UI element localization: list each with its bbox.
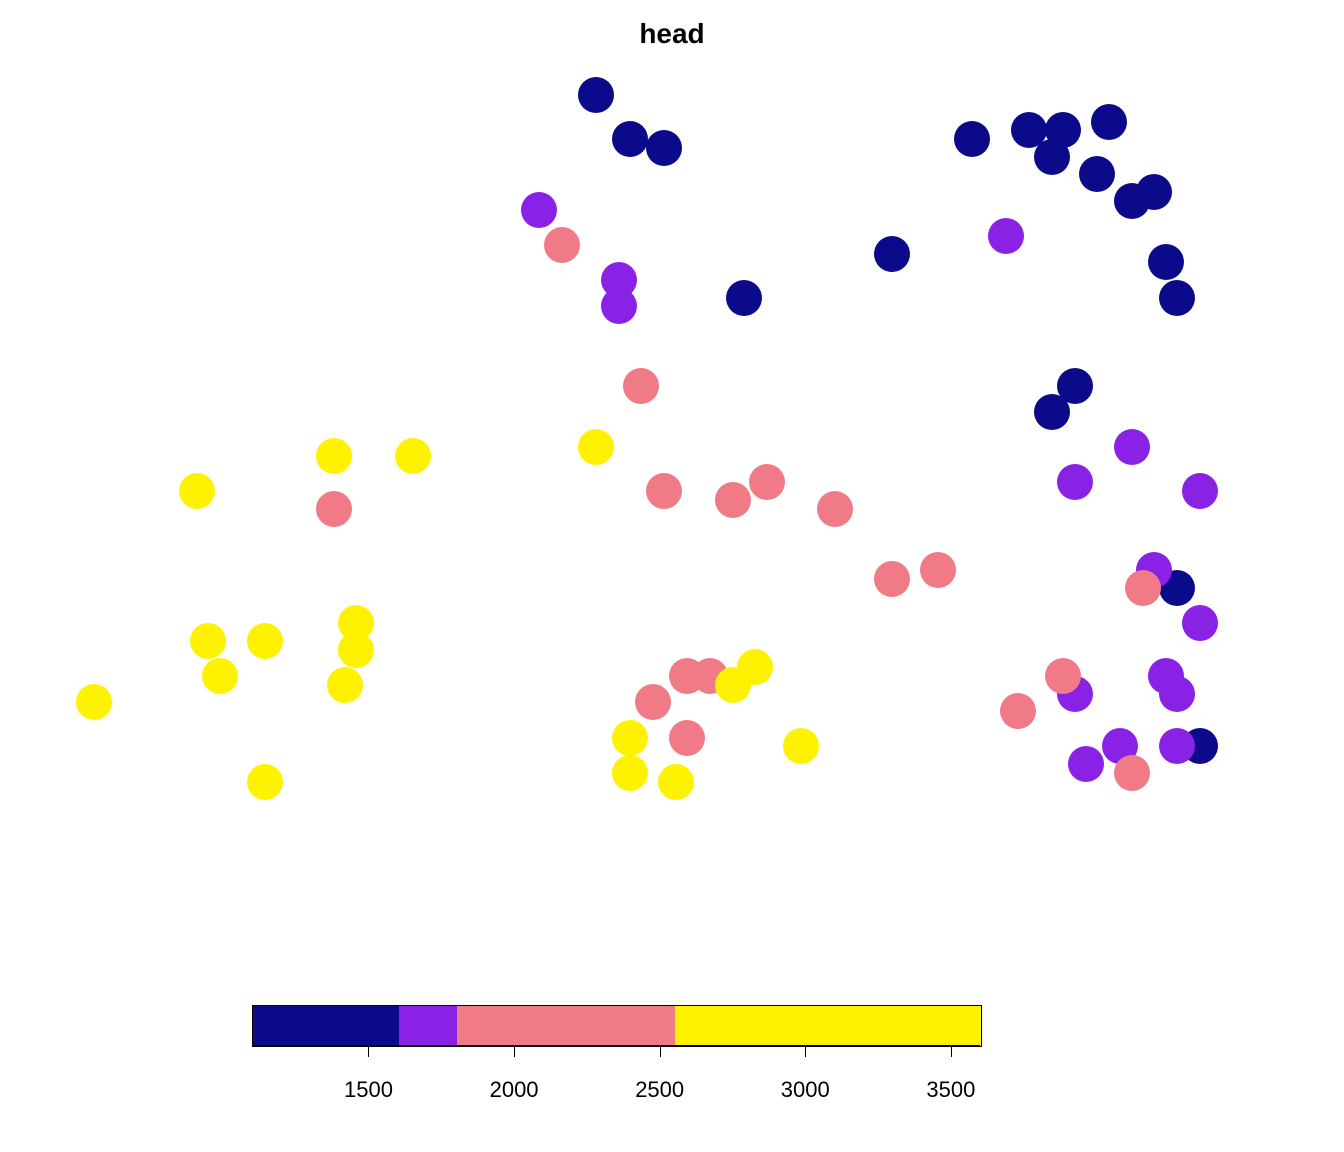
colorbar-segment	[457, 1006, 675, 1046]
colorbar-tick-label: 3000	[781, 1077, 830, 1103]
scatter-point	[1114, 755, 1150, 791]
scatter-point	[635, 684, 671, 720]
scatter-point	[190, 623, 226, 659]
colorbar-tick-label: 3500	[926, 1077, 975, 1103]
scatter-point	[1000, 693, 1036, 729]
scatter-point	[737, 649, 773, 685]
scatter-point	[578, 77, 614, 113]
colorbar	[252, 1005, 982, 1047]
scatter-point	[612, 720, 648, 756]
scatter-point	[920, 552, 956, 588]
scatter-point	[179, 473, 215, 509]
scatter-point	[646, 473, 682, 509]
scatter-point	[76, 684, 112, 720]
scatter-point	[1148, 244, 1184, 280]
scatter-point	[1068, 746, 1104, 782]
scatter-point	[578, 429, 614, 465]
scatter-point	[1091, 104, 1127, 140]
scatter-point	[658, 764, 694, 800]
scatter-point	[601, 288, 637, 324]
colorbar-tick-label: 2500	[635, 1077, 684, 1103]
scatter-point	[1159, 728, 1195, 764]
scatter-point	[247, 764, 283, 800]
scatter-point	[521, 192, 557, 228]
colorbar-axis: 1500 2000 2500 3000 3500	[252, 1045, 980, 1105]
scatter-plot-area	[60, 60, 1200, 940]
colorbar-tick-label: 2000	[490, 1077, 539, 1103]
scatter-point	[327, 667, 363, 703]
scatter-point	[544, 227, 580, 263]
colorbar-tick-label: 1500	[344, 1077, 393, 1103]
scatter-point	[783, 728, 819, 764]
colorbar-tick	[805, 1045, 806, 1057]
scatter-point	[316, 438, 352, 474]
scatter-point	[1159, 676, 1195, 712]
colorbar-segment	[675, 1006, 981, 1046]
scatter-point	[1125, 570, 1161, 606]
scatter-point	[623, 368, 659, 404]
scatter-point	[1136, 174, 1172, 210]
scatter-point	[874, 561, 910, 597]
scatter-point	[1045, 658, 1081, 694]
scatter-point	[646, 130, 682, 166]
colorbar-tick	[368, 1045, 369, 1057]
scatter-point	[612, 121, 648, 157]
scatter-point	[954, 121, 990, 157]
scatter-point	[395, 438, 431, 474]
scatter-point	[338, 632, 374, 668]
scatter-point	[1182, 605, 1218, 641]
scatter-point	[749, 464, 785, 500]
chart-canvas: head 1500 2000 2500 3000 3500	[0, 0, 1344, 1152]
colorbar-tick	[514, 1045, 515, 1057]
colorbar-segment	[253, 1006, 399, 1046]
chart-title: head	[0, 18, 1344, 50]
scatter-point	[988, 218, 1024, 254]
scatter-point	[1159, 280, 1195, 316]
scatter-point	[726, 280, 762, 316]
scatter-point	[316, 491, 352, 527]
scatter-point	[1057, 464, 1093, 500]
scatter-point	[202, 658, 238, 694]
scatter-point	[1182, 473, 1218, 509]
scatter-point	[817, 491, 853, 527]
scatter-point	[247, 623, 283, 659]
scatter-point	[1034, 394, 1070, 430]
scatter-point	[874, 236, 910, 272]
scatter-point	[669, 720, 705, 756]
scatter-point	[1114, 429, 1150, 465]
colorbar-tick	[660, 1045, 661, 1057]
colorbar-tick	[951, 1045, 952, 1057]
colorbar-segment	[399, 1006, 457, 1046]
scatter-point	[612, 755, 648, 791]
scatter-point	[1079, 156, 1115, 192]
scatter-point	[1045, 112, 1081, 148]
scatter-point	[715, 482, 751, 518]
